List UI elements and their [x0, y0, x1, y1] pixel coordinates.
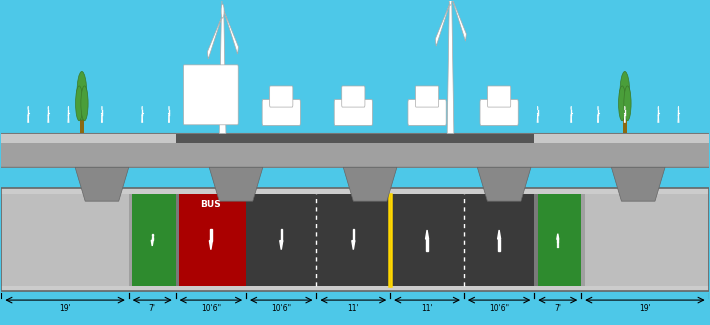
Polygon shape — [209, 167, 263, 201]
Polygon shape — [498, 230, 501, 239]
Circle shape — [620, 72, 630, 120]
Text: 11': 11' — [421, 304, 433, 313]
Circle shape — [75, 86, 83, 121]
Text: 10'6": 10'6" — [271, 304, 291, 313]
FancyBboxPatch shape — [262, 99, 300, 125]
Circle shape — [618, 86, 626, 121]
Polygon shape — [280, 240, 283, 250]
Circle shape — [537, 106, 538, 110]
FancyBboxPatch shape — [342, 86, 365, 107]
Text: 19': 19' — [639, 304, 651, 313]
Text: 19': 19' — [59, 304, 71, 313]
Bar — [175, 194, 246, 286]
FancyBboxPatch shape — [480, 99, 518, 125]
Polygon shape — [477, 167, 531, 201]
Circle shape — [598, 106, 599, 110]
Circle shape — [81, 86, 88, 121]
Bar — [557, 239, 558, 243]
Polygon shape — [557, 234, 559, 239]
Bar — [280, 229, 282, 240]
Bar — [535, 134, 709, 143]
Text: 7': 7' — [555, 304, 562, 313]
Polygon shape — [425, 230, 429, 239]
FancyBboxPatch shape — [488, 86, 510, 107]
Polygon shape — [223, 8, 239, 54]
Polygon shape — [451, 0, 466, 41]
Bar — [129, 194, 132, 286]
Polygon shape — [209, 240, 212, 250]
Bar — [581, 194, 584, 286]
Bar — [80, 113, 84, 134]
Circle shape — [68, 106, 69, 110]
FancyBboxPatch shape — [183, 65, 239, 125]
Circle shape — [678, 106, 679, 110]
Bar — [557, 244, 558, 245]
Polygon shape — [352, 240, 355, 250]
Polygon shape — [343, 167, 397, 201]
Bar — [1, 194, 129, 286]
Bar — [317, 194, 391, 286]
Circle shape — [142, 106, 143, 110]
Bar — [1, 188, 709, 194]
Polygon shape — [219, 11, 226, 134]
Bar — [1, 188, 709, 292]
Bar — [129, 194, 175, 286]
FancyBboxPatch shape — [334, 99, 373, 125]
Circle shape — [658, 106, 659, 110]
Circle shape — [221, 4, 224, 18]
FancyBboxPatch shape — [415, 86, 439, 107]
Bar — [535, 194, 581, 286]
Bar — [152, 237, 153, 240]
Polygon shape — [435, 1, 451, 46]
Polygon shape — [611, 167, 665, 201]
Bar — [1, 286, 709, 292]
Polygon shape — [447, 0, 454, 134]
Bar — [152, 234, 153, 235]
Circle shape — [449, 0, 452, 5]
Bar — [623, 113, 627, 134]
Bar — [581, 194, 709, 286]
Circle shape — [624, 86, 631, 121]
Bar — [464, 194, 535, 286]
Bar — [391, 194, 464, 286]
Bar — [246, 194, 317, 286]
Bar — [152, 235, 153, 236]
Bar — [210, 229, 212, 240]
Text: 10'6": 10'6" — [489, 304, 509, 313]
Bar — [1, 134, 175, 143]
Bar — [498, 239, 500, 251]
Polygon shape — [221, 0, 223, 11]
Text: 10'6": 10'6" — [201, 304, 221, 313]
FancyBboxPatch shape — [408, 99, 446, 125]
Circle shape — [77, 72, 87, 120]
Bar — [175, 194, 179, 286]
Polygon shape — [207, 14, 223, 59]
Bar — [353, 229, 354, 240]
Circle shape — [571, 106, 572, 110]
Text: 11': 11' — [347, 304, 359, 313]
Circle shape — [168, 106, 170, 110]
Bar — [175, 134, 535, 143]
Bar — [535, 194, 537, 286]
Text: 7': 7' — [148, 304, 155, 313]
Circle shape — [624, 106, 626, 110]
Polygon shape — [151, 240, 153, 246]
Polygon shape — [0, 134, 710, 167]
Polygon shape — [75, 167, 129, 201]
Circle shape — [48, 106, 49, 110]
FancyBboxPatch shape — [270, 86, 293, 107]
Bar — [557, 246, 558, 247]
Text: BUS: BUS — [200, 200, 222, 209]
